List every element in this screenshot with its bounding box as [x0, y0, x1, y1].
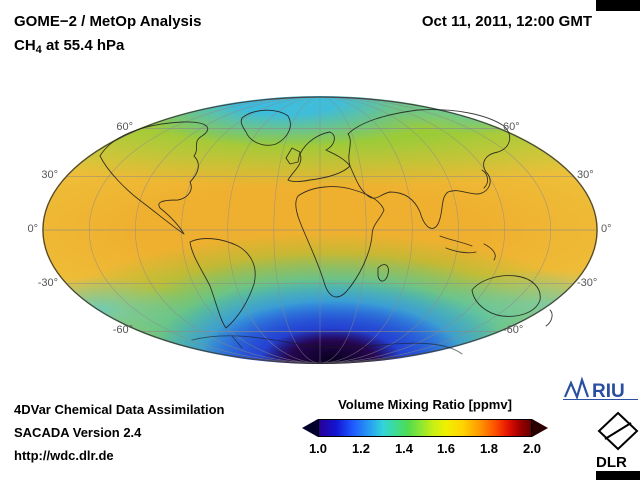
map-boundary-ellipse: [42, 96, 598, 364]
corner-marker-bottom-right: [596, 471, 640, 480]
wdc-url-label: http://wdc.dlr.de: [14, 448, 114, 463]
coastlines: [99, 109, 553, 355]
dlr-logo-diamond-icon: [597, 411, 639, 451]
version-label: SACADA Version 2.4: [14, 425, 142, 440]
colorbar-tick-1.2: 1.2: [351, 441, 371, 456]
lat-label-60n-right: 60°: [503, 121, 520, 133]
colorbar-tick-1.4: 1.4: [394, 441, 414, 456]
colorbar-overflow-arrow: [532, 419, 548, 437]
world-map: [42, 96, 598, 364]
chemical-symbol: CH: [14, 37, 36, 54]
colorbar-underflow-arrow: [302, 419, 318, 437]
pressure-level: at 55.4 hPa: [41, 37, 125, 54]
lat-label-60n-left: 60°: [116, 121, 133, 133]
colorbar-tick-1.8: 1.8: [479, 441, 499, 456]
riu-logo-text: RIU: [592, 381, 625, 402]
map-graticule-and-coastlines: [42, 96, 598, 364]
dlr-logo-text: DLR: [596, 454, 627, 470]
colorbar-tick-1.0: 1.0: [308, 441, 328, 456]
lat-label-60s-right: -60°: [503, 324, 524, 336]
plot-title: GOME−2 / MetOp Analysis: [14, 13, 202, 30]
chemical-subscript: 4: [35, 44, 42, 56]
dlr-logo: DLR: [596, 411, 639, 470]
colorbar-tick-1.6: 1.6: [436, 441, 456, 456]
lat-label-30n-right: 30°: [577, 169, 594, 181]
lat-label-60s-left: -60°: [112, 324, 133, 336]
riu-logo: RIU: [563, 376, 638, 402]
lat-label-30s-right: -30°: [577, 277, 598, 289]
riu-logo-peaks-icon: [563, 376, 590, 401]
corner-marker-top-right: [596, 0, 640, 11]
colorbar-title: Volume Mixing Ratio [ppmv]: [338, 397, 512, 412]
colorbar-gradient: [318, 419, 532, 437]
colorbar-tick-2.0: 2.0: [522, 441, 542, 456]
plot-subtitle: CH4 at 55.4 hPa: [14, 37, 124, 56]
lat-label-eq-left: 0°: [27, 223, 38, 235]
assimilation-label: 4DVar Chemical Data Assimilation: [14, 402, 225, 417]
lat-label-eq-right: 0°: [601, 223, 612, 235]
lat-label-30s-left: -30°: [37, 277, 58, 289]
plot-datetime: Oct 11, 2011, 12:00 GMT: [421, 13, 592, 30]
lat-label-30n-left: 30°: [41, 169, 58, 181]
dlr-logo-swoosh-icon: [604, 422, 632, 440]
